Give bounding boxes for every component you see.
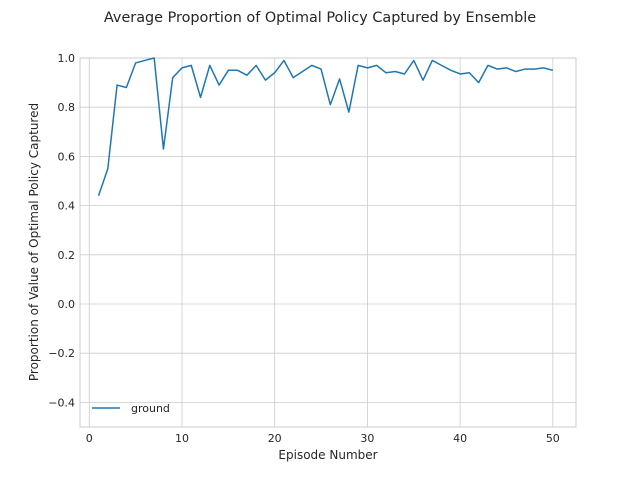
y-tick-label: 0.4 [58, 200, 76, 213]
y-tick-label: −0.4 [48, 396, 75, 409]
x-tick-label: 20 [268, 432, 282, 445]
x-tick-label: 30 [360, 432, 374, 445]
x-tick-label: 50 [546, 432, 560, 445]
x-tick-label: 10 [175, 432, 189, 445]
legend-label: ground [131, 402, 170, 415]
tick-labels: 0 10 20 30 40 50 −0.4 −0.2 0.0 0.2 0.4 0.6 0.8 1.0 [48, 52, 560, 445]
axes-frame [79, 57, 577, 428]
y-tick-label: 0.2 [58, 249, 76, 262]
x-tick-label: 40 [453, 432, 467, 445]
x-tick-label: 0 [86, 432, 93, 445]
y-tick-label: 1.0 [58, 52, 76, 65]
chart-title: Average Proportion of Optimal Policy Cap… [104, 10, 536, 26]
y-tick-label: −0.2 [48, 347, 75, 360]
legend: ground [92, 402, 170, 415]
y-tick-label: 0.0 [58, 298, 76, 311]
series-line-ground [97, 57, 554, 197]
x-axis-label: Episode Number [278, 448, 377, 462]
y-tick-label: 0.6 [58, 150, 76, 163]
y-axis-label: Proportion of Value of Optimal Policy Ca… [27, 103, 41, 381]
y-tick-label: 0.8 [58, 101, 76, 114]
plot-area [79, 57, 577, 428]
